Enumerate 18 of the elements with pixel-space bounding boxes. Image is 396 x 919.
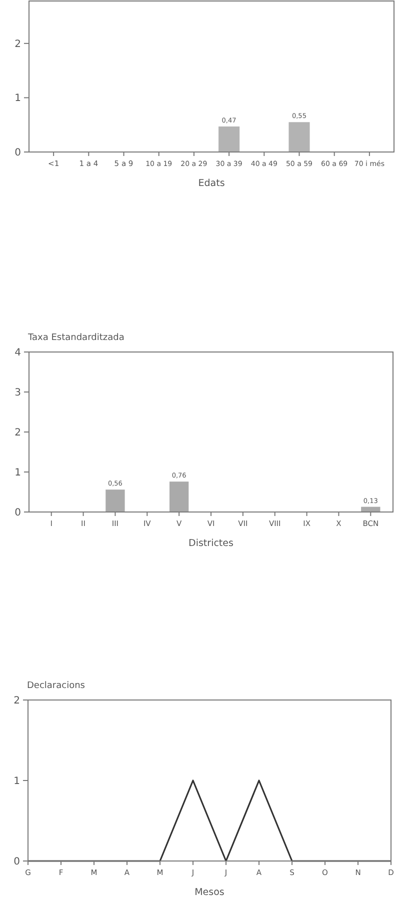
y-tick-label: 2 [14,38,21,50]
y-tick-label: 1 [14,93,21,104]
y-tick-label: 1 [14,776,20,787]
bar [169,482,189,512]
y-tick-label: 4 [14,348,21,358]
y-tick-label: 3 [14,388,21,398]
y-tick-label: 0 [14,856,20,868]
y-axis-title: Declaracions [27,681,86,691]
y-tick-label: 0 [14,148,21,158]
y-tick-label: 1 [14,468,21,478]
x-axis-title: Edats [198,178,225,189]
bar [106,490,125,512]
y-axis-title: Taxa Estandarditzada [27,333,124,343]
y-tick-label: 2 [14,428,21,438]
y-tick-label: 2 [14,696,20,706]
y-tick-label: 0 [14,508,21,518]
x-axis-title: Districtes [188,538,234,549]
x-axis-title: Mesos [194,887,224,898]
